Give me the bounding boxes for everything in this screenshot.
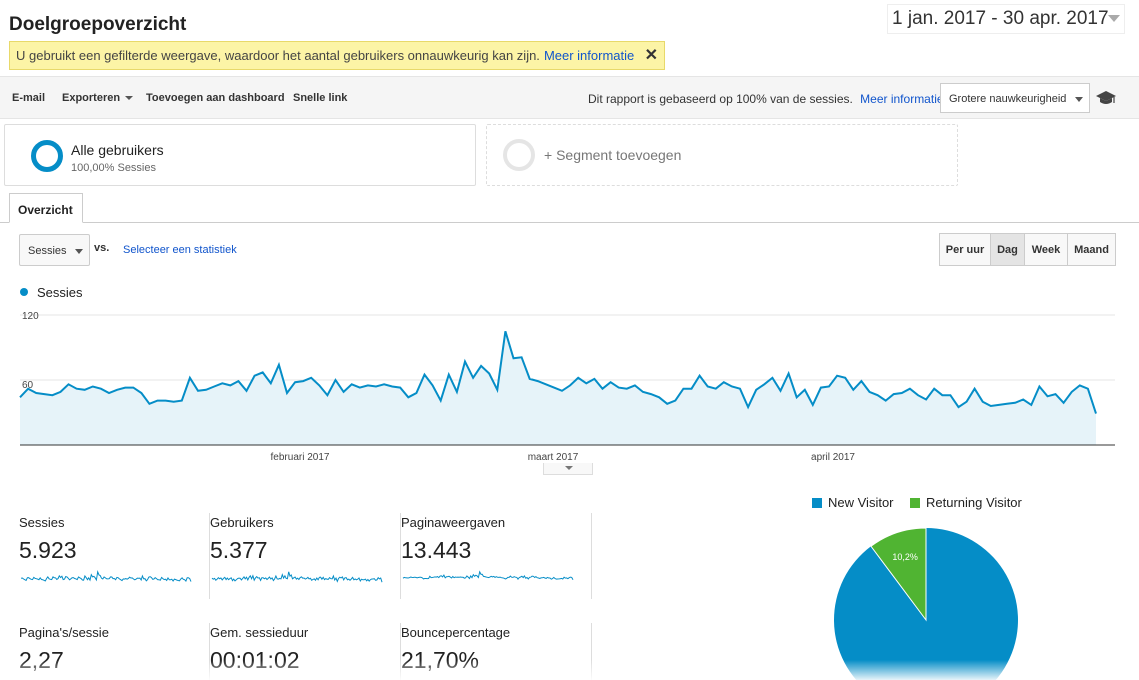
- email-button[interactable]: E-mail: [12, 92, 46, 104]
- legend-swatch: [812, 497, 822, 508]
- segment-placeholder-icon: [503, 139, 535, 171]
- x-tick-label: februari 2017: [271, 452, 330, 463]
- add-segment-label: + Segment toevoegen: [544, 147, 682, 163]
- add-to-dashboard-button[interactable]: Toevoegen aan dashboard: [146, 92, 285, 104]
- legend-label: New Visitor: [828, 495, 894, 510]
- segment-name: Alle gebruikers: [71, 142, 164, 158]
- chevron-down-icon: [75, 249, 83, 254]
- segment-ring-icon: [31, 140, 63, 172]
- filtered-view-notice: U gebruikt een gefilterde weergave, waar…: [9, 41, 665, 70]
- pie-slice-returning-visitor: [870, 527, 927, 622]
- pie-legend-returning-visitor: Returning Visitor: [910, 495, 1022, 510]
- sessions-line: [19, 331, 1097, 414]
- series-color-dot: [20, 288, 28, 296]
- notice-more-info-link[interactable]: Meer informatie: [543, 48, 635, 63]
- chevron-down-icon: [1075, 97, 1083, 102]
- metric-label: Pagina's/sessie: [19, 625, 109, 640]
- date-range-text: 1 jan. 2017 - 30 apr. 2017: [892, 8, 1109, 29]
- metric-card-users[interactable]: Gebruikers 5.377: [210, 513, 401, 599]
- pie-slice-label: 10,2%: [892, 552, 918, 562]
- sampling-info: Dit rapport is gebaseerd op 100% van de …: [588, 92, 944, 106]
- metric-sparkline: [20, 569, 192, 583]
- x-tick-label: maart 2017: [528, 452, 579, 463]
- series-legend-label: Sessies: [37, 285, 83, 300]
- report-toolbar: E-mail Exporteren Toevoegen aan dashboar…: [0, 76, 1139, 119]
- legend-label: Returning Visitor: [926, 495, 1022, 510]
- y-tick-label: 60: [22, 380, 34, 391]
- metric-label: Bouncepercentage: [401, 625, 511, 640]
- select-statistic-link[interactable]: Selecteer een statistiek: [123, 244, 237, 256]
- metric-card-pageviews[interactable]: Paginaweergaven 13.443: [401, 513, 592, 599]
- chevron-down-icon: [1108, 15, 1120, 22]
- x-tick-label: april 2017: [811, 452, 855, 463]
- granularity-month-button[interactable]: Maand: [1067, 233, 1116, 266]
- collapse-chart-button[interactable]: [543, 463, 593, 475]
- granularity-week-button[interactable]: Week: [1024, 233, 1068, 266]
- chart-grid: [20, 314, 1115, 381]
- metric-value: 13.443: [401, 537, 472, 563]
- sparkline-path: [402, 570, 574, 581]
- segment-sessions-share: 100,00% Sessies: [71, 162, 156, 174]
- metric-value: 5.923: [19, 537, 77, 563]
- chevron-down-icon: [125, 96, 134, 101]
- vs-label: vs.: [94, 242, 110, 254]
- close-icon[interactable]: ✕: [644, 47, 658, 64]
- metric-value: 5.377: [210, 537, 268, 563]
- visitor-type-pie-chart: 10,2%: [834, 527, 1018, 680]
- metric-label: Gebruikers: [210, 515, 274, 530]
- bottom-fade: [0, 660, 1139, 680]
- metric-sparkline: [402, 570, 574, 581]
- sparkline-path: [20, 569, 192, 583]
- graduation-cap-icon[interactable]: [1096, 89, 1116, 107]
- granularity-day-button[interactable]: Dag: [990, 233, 1025, 266]
- page-title: Doelgroepoverzicht: [9, 14, 187, 35]
- metric-label: Paginaweergaven: [401, 515, 506, 530]
- y-tick-label: 120: [22, 311, 39, 322]
- sessions-chart: 120 60 februari 2017 maart 2017 april 20…: [19, 311, 1115, 463]
- tab-overview[interactable]: Overzicht: [9, 193, 83, 223]
- metric-label: Gem. sessieduur: [210, 625, 309, 640]
- accuracy-select-value: Grotere nauwkeurigheid: [949, 93, 1067, 105]
- metric-select-value: Sessies: [28, 245, 67, 257]
- sampling-more-info-link[interactable]: Meer informatie: [860, 92, 944, 106]
- metric-sparkline: [211, 571, 383, 583]
- accuracy-select[interactable]: Grotere nauwkeurigheid: [940, 83, 1090, 113]
- metric-label: Sessies: [19, 515, 65, 530]
- segment-all-users[interactable]: Alle gebruikers 100,00% Sessies: [4, 124, 476, 186]
- export-label: Exporteren: [62, 92, 121, 104]
- granularity-hourly-button[interactable]: Per uur: [939, 233, 991, 266]
- tab-divider: [0, 222, 1139, 223]
- metric-select[interactable]: Sessies: [19, 234, 90, 266]
- pie-legend-new-visitor: New Visitor: [812, 495, 894, 510]
- sessions-area: [20, 331, 1096, 445]
- legend-swatch: [910, 497, 920, 508]
- export-button[interactable]: Exporteren: [62, 92, 134, 104]
- date-range-picker[interactable]: 1 jan. 2017 - 30 apr. 2017: [887, 4, 1125, 34]
- metric-card-sessions[interactable]: Sessies 5.923: [19, 513, 210, 599]
- chevron-down-icon: [565, 466, 573, 470]
- quick-link-button[interactable]: Snelle link: [293, 92, 348, 104]
- notice-text: U gebruikt een gefilterde weergave, waar…: [16, 48, 540, 63]
- sampling-text: Dit rapport is gebaseerd op 100% van de …: [588, 92, 853, 106]
- sparkline-path: [211, 571, 383, 583]
- add-segment-button[interactable]: + Segment toevoegen: [486, 124, 958, 186]
